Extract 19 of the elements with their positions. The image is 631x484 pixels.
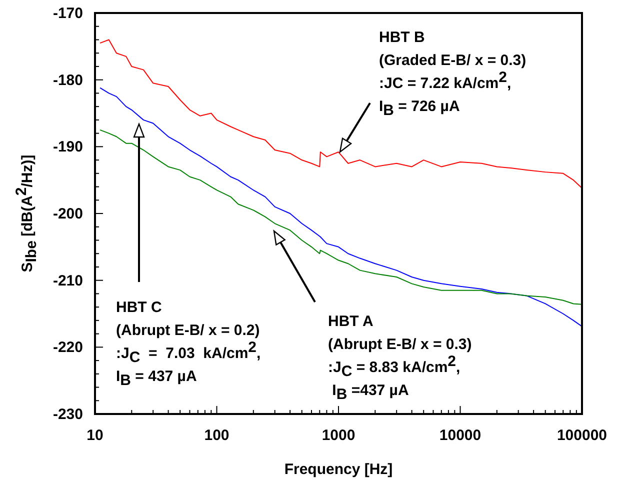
x-tick-label: 100000: [556, 427, 608, 444]
y-tick-label: -190: [52, 138, 83, 156]
x-tick-label: 1000: [322, 427, 356, 444]
annotation: (Abrupt E-B/ x = 0.2): [116, 322, 260, 339]
annotation: HBT B: [379, 29, 425, 46]
annotation: (Abrupt E-B/ x = 0.3): [328, 336, 472, 353]
y-tick-label: -220: [52, 339, 83, 356]
x-tick-label: 100: [204, 427, 230, 444]
annotation: HBT C: [116, 299, 162, 316]
x-axis-title: Frequency [Hz]: [284, 461, 393, 478]
x-tick-label: 10: [86, 427, 104, 444]
y-tick-label: -170: [52, 5, 83, 22]
y-tick-label: -230: [52, 406, 83, 423]
y-tick-label: -200: [52, 206, 83, 222]
y-tick-label: -180: [52, 72, 83, 89]
annotation: HBT A: [328, 313, 374, 330]
x-tick-label: 10000: [439, 427, 482, 444]
annotation: (Graded E-B/ x = 0.3): [379, 52, 526, 69]
y-tick-label: -210: [52, 272, 83, 290]
